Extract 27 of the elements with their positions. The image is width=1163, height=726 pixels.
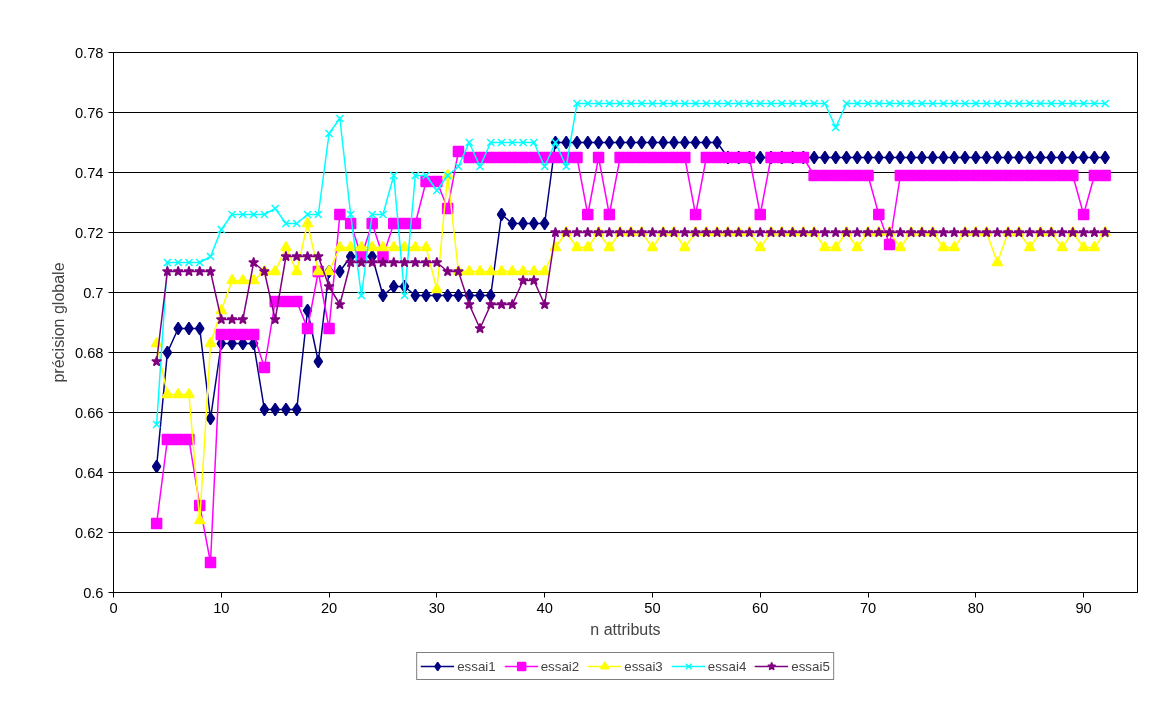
y-tick-label: 0.7 (83, 284, 104, 301)
x-tick-label: 70 (859, 599, 877, 616)
y-tick-label: 0.68 (74, 344, 104, 361)
y-tick-label: 0.62 (74, 524, 104, 541)
y-axis-title: précision globale (49, 262, 67, 383)
y-tick-label: 0.64 (74, 464, 104, 481)
legend-label: essai2 (540, 658, 580, 674)
x-axis-title: n attributs (590, 620, 661, 638)
y-tick-label: 0.72 (74, 224, 104, 241)
x-tick-label: 60 (752, 599, 769, 616)
y-tick-label: 0.76 (74, 104, 104, 121)
legend-label: essai3 (624, 658, 663, 674)
x-tick-label: 0 (109, 599, 118, 616)
legend-label: essai1 (457, 658, 496, 674)
x-tick-label: 40 (536, 599, 553, 616)
legend-label: essai5 (791, 658, 830, 674)
y-tick-label: 0.6 (83, 584, 104, 601)
x-tick-label: 90 (1075, 599, 1092, 616)
y-tick-label: 0.78 (74, 44, 104, 61)
x-tick-label: 80 (967, 599, 984, 616)
legend-label: essai4 (707, 658, 747, 674)
x-tick-label: 50 (644, 599, 661, 616)
x-tick-label: 10 (213, 599, 230, 616)
x-tick-label: 20 (320, 599, 338, 616)
y-tick-label: 0.74 (74, 164, 104, 181)
y-tick-label: 0.66 (74, 404, 104, 421)
x-tick-label: 30 (428, 599, 446, 616)
